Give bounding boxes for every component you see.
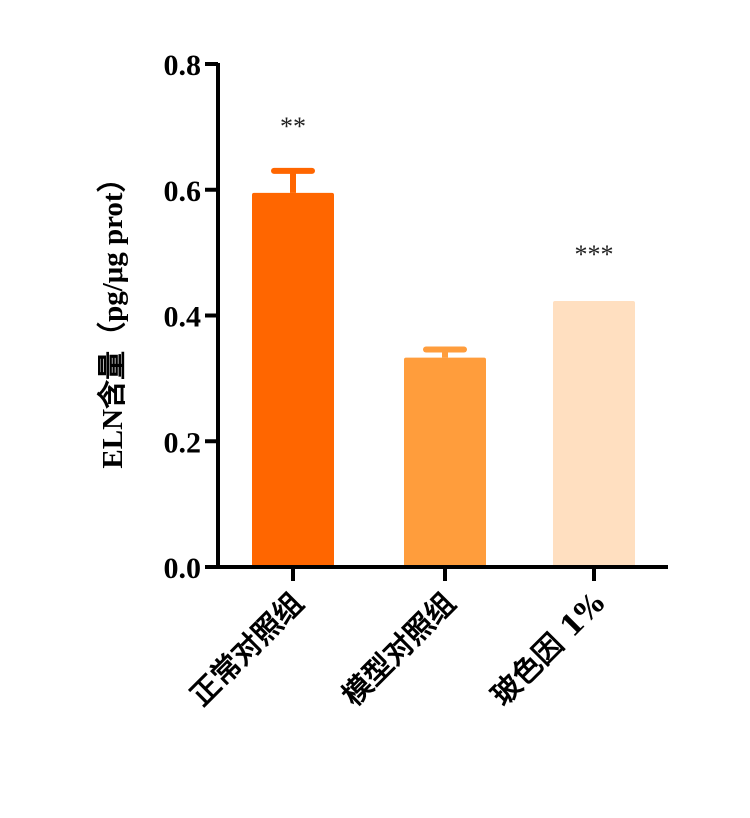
y-axis: 0.0 0.2 0.4 0.6 0.8 (164, 49, 220, 585)
bar (404, 357, 486, 567)
bars: ***** (252, 112, 635, 568)
y-tick-label: 0.0 (164, 552, 202, 585)
bar (252, 192, 334, 568)
y-tick-label: 0.2 (164, 426, 202, 459)
y-tick-label: 0.6 (164, 175, 202, 208)
y-tick-label: 0.8 (164, 49, 202, 82)
significance-marker: *** (575, 240, 614, 269)
x-category-label: 模型对照组 (335, 586, 462, 713)
y-axis-label: ELN含量（pg/μg prot） (95, 163, 129, 468)
x-category-label: 正常对照组 (183, 586, 310, 713)
bar-group (404, 346, 486, 567)
x-axis: 正常对照组 模型对照组 玻色因 1% (183, 565, 668, 713)
bar-group: *** (553, 240, 635, 567)
x-category-label: 玻色因 1% (484, 586, 610, 712)
y-tick-label: 0.4 (164, 301, 202, 334)
bar-group: ** (252, 112, 334, 568)
significance-marker: ** (280, 112, 306, 141)
bar (553, 301, 635, 567)
